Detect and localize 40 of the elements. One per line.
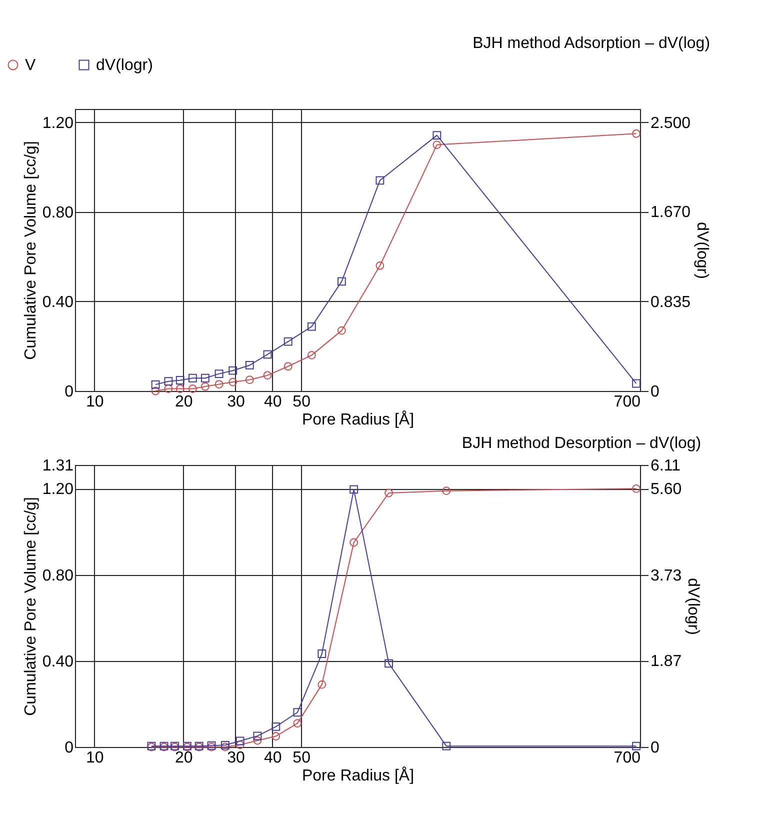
y2-tick-label: 1.670 xyxy=(650,204,691,222)
y-tick-label: 0 xyxy=(64,384,74,400)
legend-label: V xyxy=(25,57,36,74)
x-tick-label: 40 xyxy=(264,394,282,410)
x-tick-label: 20 xyxy=(174,750,193,766)
x-axis-title: Pore Radius [Å] xyxy=(302,410,414,428)
y2-tick-label: 0.835 xyxy=(650,294,691,311)
x-tick-label: 10 xyxy=(86,394,104,410)
x-tick-label: 700 xyxy=(614,394,641,410)
x-tick-label: 20 xyxy=(174,394,193,410)
legend-label: dV(logr) xyxy=(96,57,153,74)
y2-tick-label: 1.87 xyxy=(650,653,682,670)
y2-tick-label: 5.60 xyxy=(650,481,682,498)
y-tick-label: 0.40 xyxy=(42,294,74,311)
y2-tick-label: 0 xyxy=(650,384,660,400)
x-axis-title: Pore Radius [Å] xyxy=(302,766,414,784)
y2-tick-label: 2.500 xyxy=(650,114,691,132)
chart-title: BJH method Adsorption – dV(log) xyxy=(472,35,710,52)
x-tick-label: 40 xyxy=(264,750,282,766)
x-tick-label: 30 xyxy=(227,750,245,766)
y2-tick-label: 0 xyxy=(650,740,660,756)
y-tick-label: 1.20 xyxy=(42,114,74,132)
x-tick-label: 50 xyxy=(292,394,311,410)
x-tick-label: 10 xyxy=(86,750,104,766)
y2-axis-title: dV(logr) xyxy=(684,578,702,635)
x-tick-label: 30 xyxy=(227,394,245,410)
x-tick-label: 700 xyxy=(614,750,641,766)
y-tick-label: 0 xyxy=(64,740,74,756)
y-tick-label: 1.31 xyxy=(42,458,74,474)
x-tick-label: 50 xyxy=(292,750,311,766)
y-tick-label: 0.80 xyxy=(42,567,74,584)
y-tick-label: 1.20 xyxy=(42,481,74,498)
y2-tick-label: 6.11 xyxy=(650,458,681,474)
chart-title: BJH method Desorption – dV(log) xyxy=(462,435,702,452)
y2-tick-label: 3.73 xyxy=(650,567,682,584)
y-tick-label: 0.80 xyxy=(42,204,74,222)
y2-axis-title: dV(logr) xyxy=(694,222,711,279)
y-axis-title: Cumulative Pore Volume [cc/g] xyxy=(22,497,40,716)
y-tick-label: 0.40 xyxy=(42,653,74,670)
y-axis-title: Cumulative Pore Volume [cc/g] xyxy=(22,141,40,360)
